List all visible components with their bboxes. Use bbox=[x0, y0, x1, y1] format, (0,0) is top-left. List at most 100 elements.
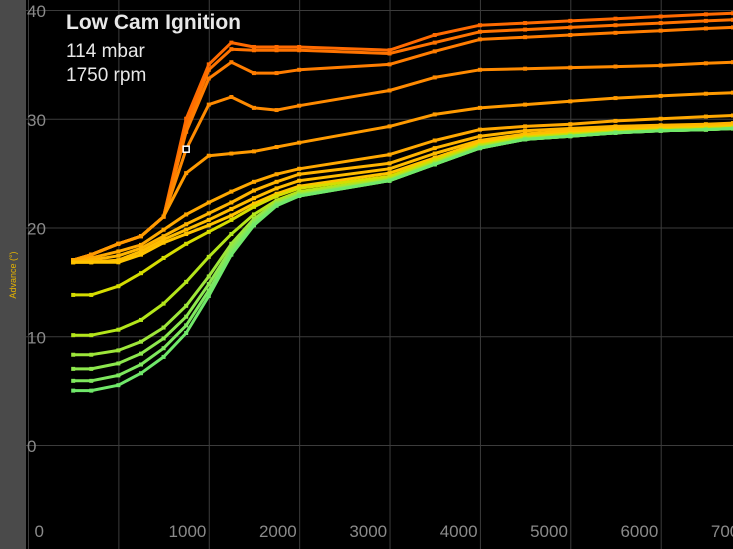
series-line-9 bbox=[71, 125, 733, 297]
x-tick-label-1: 1000 bbox=[169, 522, 207, 541]
data-point bbox=[731, 126, 733, 131]
data-point bbox=[703, 26, 708, 31]
data-point bbox=[274, 198, 279, 203]
data-point bbox=[251, 216, 256, 221]
data-point bbox=[251, 48, 256, 53]
data-point bbox=[251, 204, 256, 209]
data-point bbox=[184, 129, 189, 134]
data-point bbox=[71, 366, 76, 371]
subtitle-rpm: 1750 rpm bbox=[66, 65, 147, 86]
data-point bbox=[613, 126, 618, 131]
data-point bbox=[613, 30, 618, 35]
data-point bbox=[703, 127, 708, 132]
data-point bbox=[89, 258, 94, 263]
data-point bbox=[229, 40, 234, 45]
data-point bbox=[568, 65, 573, 70]
data-point bbox=[229, 241, 234, 246]
data-point bbox=[387, 62, 392, 67]
data-point bbox=[523, 102, 528, 107]
data-point bbox=[477, 134, 482, 139]
data-point bbox=[477, 37, 482, 42]
data-point bbox=[658, 21, 663, 26]
data-point bbox=[274, 203, 279, 208]
series-lines bbox=[71, 11, 733, 393]
series-line-7 bbox=[71, 123, 733, 264]
y-axis-label: Advance (°) bbox=[8, 251, 18, 299]
series-line-5 bbox=[71, 114, 733, 262]
data-point bbox=[731, 17, 733, 22]
cursor-point[interactable] bbox=[182, 145, 190, 153]
data-point bbox=[116, 241, 121, 246]
data-point bbox=[432, 75, 437, 80]
data-point bbox=[161, 255, 166, 260]
data-point bbox=[477, 23, 482, 28]
data-point bbox=[523, 21, 528, 26]
data-point bbox=[138, 234, 143, 239]
data-point bbox=[568, 126, 573, 131]
tick-labels: 0 10 20 30 40 0 1000 2000 3000 4000 5000 6000 7000 bbox=[27, 2, 733, 541]
data-point bbox=[161, 227, 166, 232]
data-point bbox=[206, 217, 211, 222]
data-point bbox=[251, 179, 256, 184]
data-point bbox=[116, 373, 121, 378]
chart-plot[interactable]: 0 10 20 30 40 0 1000 2000 3000 4000 5000 6000 7000 bbox=[26, 0, 733, 549]
data-point bbox=[229, 213, 234, 218]
data-point bbox=[161, 325, 166, 330]
data-point bbox=[731, 113, 733, 118]
data-point bbox=[387, 51, 392, 56]
subtitle-load: 114 mbar bbox=[66, 41, 145, 62]
data-point bbox=[89, 255, 94, 260]
x-tick-label-2: 2000 bbox=[259, 522, 297, 541]
y-axis-strip[interactable]: Advance (°) bbox=[0, 0, 26, 549]
data-point bbox=[297, 178, 302, 183]
data-point bbox=[251, 188, 256, 193]
data-point bbox=[731, 25, 733, 30]
data-point bbox=[161, 234, 166, 239]
data-point bbox=[387, 174, 392, 179]
data-point bbox=[658, 28, 663, 33]
data-point bbox=[116, 383, 121, 388]
data-point bbox=[229, 189, 234, 194]
data-point bbox=[161, 240, 166, 245]
data-point bbox=[568, 18, 573, 23]
data-point bbox=[523, 128, 528, 133]
data-point bbox=[138, 371, 143, 376]
data-point bbox=[297, 186, 302, 191]
data-point bbox=[71, 292, 76, 297]
data-point bbox=[116, 260, 121, 265]
chart-title: Low Cam Ignition bbox=[66, 11, 241, 34]
data-point bbox=[274, 193, 279, 198]
data-point bbox=[251, 223, 256, 228]
data-point bbox=[161, 214, 166, 219]
data-point bbox=[206, 229, 211, 234]
data-point bbox=[184, 241, 189, 246]
data-point bbox=[184, 330, 189, 335]
data-point bbox=[297, 184, 302, 189]
data-point bbox=[432, 138, 437, 143]
data-point bbox=[703, 18, 708, 23]
data-point bbox=[229, 249, 234, 254]
data-point bbox=[432, 112, 437, 117]
data-point bbox=[432, 151, 437, 156]
data-point bbox=[89, 252, 94, 257]
data-point bbox=[432, 158, 437, 163]
data-point bbox=[703, 114, 708, 119]
data-point bbox=[658, 93, 663, 98]
data-point bbox=[568, 99, 573, 104]
data-point bbox=[161, 346, 166, 351]
data-point bbox=[387, 88, 392, 93]
data-point bbox=[731, 121, 733, 126]
data-point bbox=[387, 152, 392, 157]
data-point bbox=[138, 362, 143, 367]
data-point bbox=[161, 336, 166, 341]
data-point bbox=[297, 48, 302, 53]
data-point bbox=[387, 48, 392, 53]
data-point bbox=[613, 16, 618, 21]
data-point bbox=[477, 29, 482, 34]
data-point bbox=[432, 155, 437, 160]
data-point bbox=[206, 274, 211, 279]
data-point bbox=[613, 23, 618, 28]
data-point bbox=[206, 254, 211, 259]
data-point bbox=[297, 166, 302, 171]
data-point bbox=[274, 179, 279, 184]
